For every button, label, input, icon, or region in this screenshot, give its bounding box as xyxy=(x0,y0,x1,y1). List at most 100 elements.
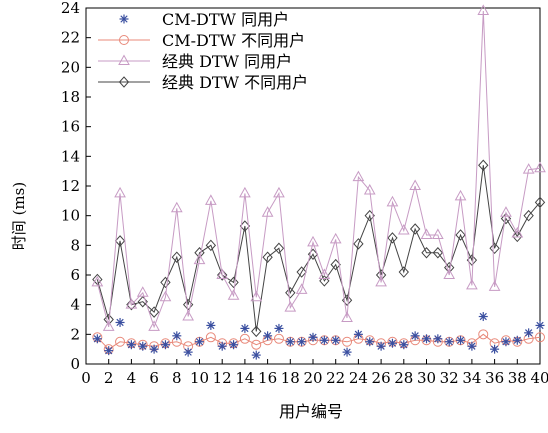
legend-marker xyxy=(118,54,130,65)
data-point xyxy=(148,320,160,331)
data-point xyxy=(172,331,182,341)
series-line xyxy=(96,333,541,350)
star-stroke xyxy=(513,336,521,344)
data-point xyxy=(511,226,524,238)
star-stroke xyxy=(354,330,363,338)
data-point xyxy=(467,341,477,351)
data-point xyxy=(534,196,546,209)
star-stroke xyxy=(297,338,306,346)
data-point xyxy=(535,320,545,330)
star-stroke xyxy=(173,332,181,340)
star-stroke xyxy=(207,321,215,330)
data-point xyxy=(148,306,160,318)
x-tick-label: 14 xyxy=(235,369,254,387)
data-point xyxy=(137,295,148,308)
y-tick-label: 6 xyxy=(70,266,80,284)
data-point xyxy=(195,337,204,347)
y-axis-label: 时间 (ms) xyxy=(10,182,28,250)
data-point xyxy=(205,332,216,343)
data-point xyxy=(160,276,171,289)
data-point xyxy=(376,341,386,351)
star-stroke xyxy=(366,338,374,346)
data-point xyxy=(91,275,104,287)
data-point xyxy=(251,325,262,338)
data-point xyxy=(353,329,363,339)
y-tick-label: 22 xyxy=(61,29,80,47)
star-stroke xyxy=(377,342,385,350)
data-point xyxy=(296,266,307,278)
data-point xyxy=(352,170,365,182)
data-point xyxy=(297,337,307,347)
x-tick-label: 12 xyxy=(213,369,232,387)
data-point xyxy=(318,268,331,279)
legend-item: 经典 DTW 不同用户 xyxy=(98,73,308,92)
data-point xyxy=(500,212,512,225)
data-point xyxy=(115,317,125,327)
y-tick-label: 12 xyxy=(61,177,80,195)
data-point xyxy=(159,290,172,302)
data-point xyxy=(114,186,126,198)
x-tick-label: 2 xyxy=(104,369,114,387)
y-tick-label: 10 xyxy=(61,207,80,225)
data-point xyxy=(285,287,296,299)
data-point xyxy=(149,344,159,354)
series-1 xyxy=(92,312,545,360)
star-stroke xyxy=(468,342,476,350)
data-point xyxy=(478,159,489,171)
data-point xyxy=(342,347,352,357)
data-point xyxy=(263,331,273,341)
data-point xyxy=(285,337,295,347)
data-point xyxy=(329,232,342,244)
x-tick-label: 36 xyxy=(485,369,504,387)
x-axis-label: 用户编号 xyxy=(279,402,343,421)
data-point xyxy=(262,251,273,263)
star-stroke xyxy=(184,348,192,356)
star-stroke xyxy=(343,348,351,356)
star-stroke xyxy=(241,324,249,333)
legend-label: CM-DTW 同用户 xyxy=(162,10,289,29)
data-point xyxy=(273,333,284,344)
legend-marker xyxy=(119,14,129,24)
x-tick-label: 34 xyxy=(462,369,481,387)
star-stroke xyxy=(263,332,272,340)
data-point xyxy=(273,242,285,255)
data-point xyxy=(307,248,319,260)
legend-item: CM-DTW 同用户 xyxy=(119,10,289,29)
data-point xyxy=(217,269,228,281)
data-point xyxy=(512,230,523,243)
data-point xyxy=(251,339,262,350)
star-stroke xyxy=(445,338,453,346)
series-line xyxy=(96,165,541,332)
data-point xyxy=(409,179,421,190)
data-point xyxy=(478,329,489,340)
star-stroke xyxy=(275,324,283,333)
data-point xyxy=(193,253,206,265)
data-point xyxy=(524,328,534,338)
data-point xyxy=(136,286,149,297)
star-stroke xyxy=(456,336,465,344)
data-point xyxy=(125,298,138,309)
series-3 xyxy=(91,4,546,331)
data-point xyxy=(432,228,444,239)
star-stroke xyxy=(252,351,260,359)
x-tick-label: 28 xyxy=(394,369,413,387)
x-tick-label: 22 xyxy=(326,369,345,387)
data-point xyxy=(229,340,239,350)
legend-marker xyxy=(119,35,129,45)
star-stroke xyxy=(195,338,204,346)
star-stroke xyxy=(105,346,113,355)
x-tick-label: 8 xyxy=(172,369,182,387)
star-stroke xyxy=(218,342,226,350)
data-point xyxy=(500,206,512,217)
data-point xyxy=(331,335,341,345)
x-tick-label: 38 xyxy=(508,369,527,387)
x-tick-label: 4 xyxy=(127,369,137,387)
data-point xyxy=(160,340,170,350)
data-point xyxy=(387,232,398,244)
x-tick-label: 30 xyxy=(417,369,436,387)
legend-item: 经典 DTW 同用户 xyxy=(98,52,292,71)
y-tick-label: 24 xyxy=(61,0,80,17)
data-point xyxy=(433,334,443,344)
